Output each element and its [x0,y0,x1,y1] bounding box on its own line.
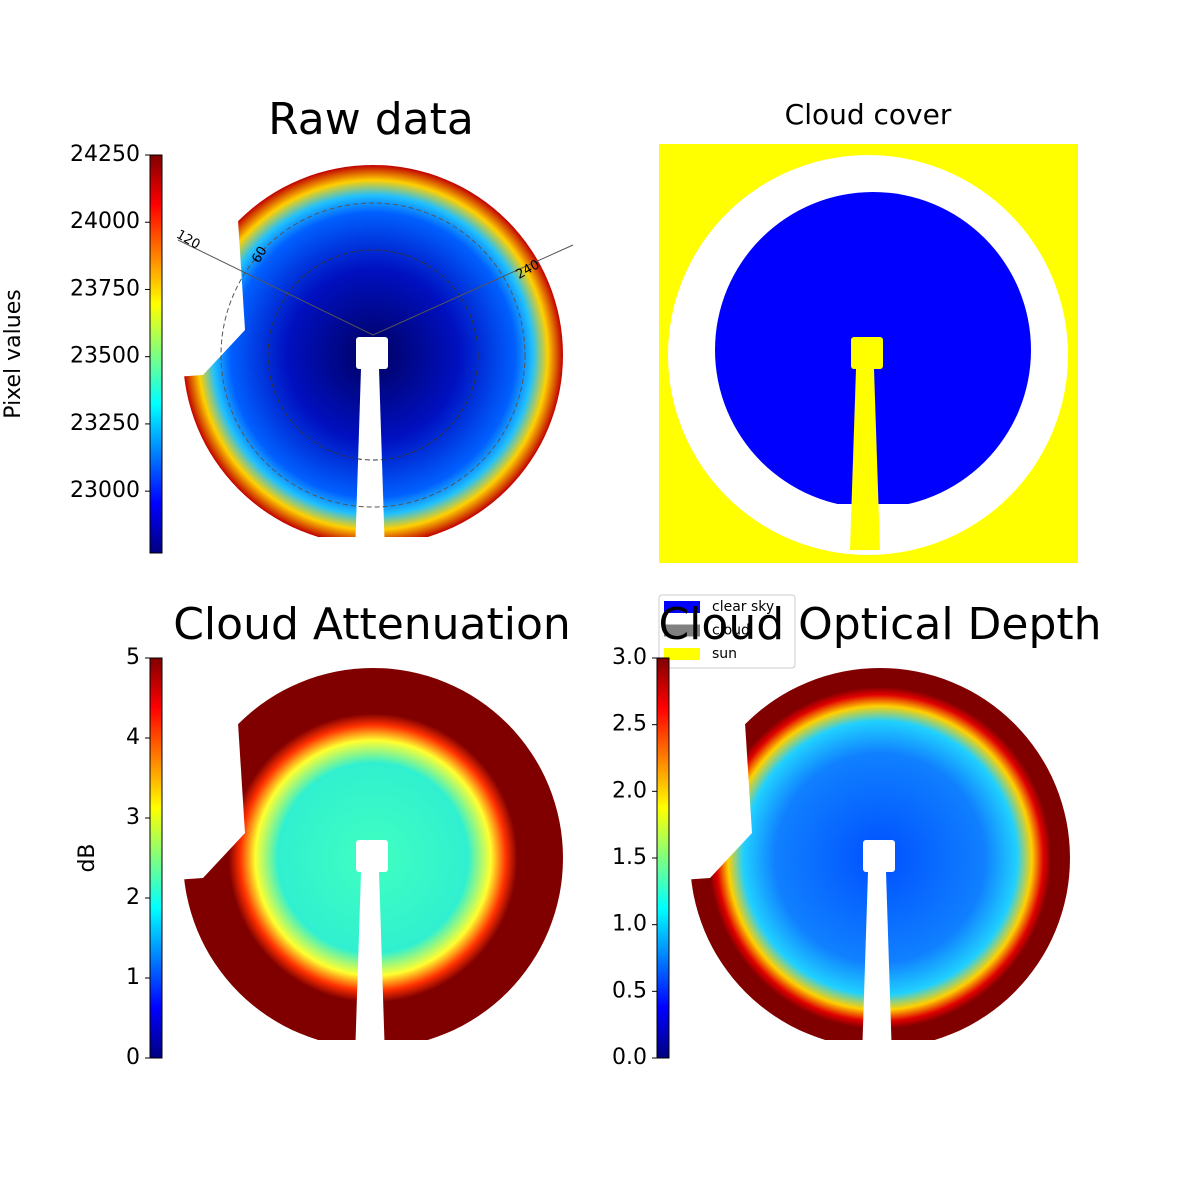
panel-title: Cloud Optical Depth [658,599,1101,650]
colorbar-tick-label: 23500 [70,344,140,369]
camera-arm [851,337,883,369]
legend-swatch [664,648,700,660]
legend-label: cloud [712,623,750,639]
colorbar-tick-label: 23250 [70,411,140,436]
sky-image [690,668,1070,1040]
colorbar-tick-label: 5 [126,645,140,670]
sky-image [183,165,563,537]
camera-arm [355,872,385,1040]
legend-swatch [664,601,700,613]
colorbar-tick-label: 1.5 [612,845,647,870]
colorbar-tick-label: 0 [126,1045,140,1070]
colorbar-tick-label: 23750 [70,276,140,301]
polar-axis [177,239,574,336]
panel-title: Raw data [268,94,474,145]
image-notch [183,710,245,880]
panel-title: Cloud cover [785,98,952,131]
image-notch [690,710,752,880]
colorbar-tick-label: 24000 [70,209,140,234]
camera-arm [355,369,385,537]
colorbar-tick-label: 0.0 [612,1045,647,1070]
colorbar [656,657,670,1059]
colorbar-tick-label: 3 [126,805,140,830]
legend-label: clear sky [712,599,774,615]
legend-swatch [664,624,700,637]
panel-title: Cloud Attenuation [173,599,571,650]
colorbar-tick-label: 23000 [70,478,140,503]
colorbar-tick-label: 2 [126,885,140,910]
polar-label: 60 [249,244,270,266]
sky-image [183,668,563,1040]
colorbar-tick-label: 0.5 [612,978,647,1003]
colorbar-tick-label: 1.0 [612,912,647,937]
colorbar [149,657,163,1059]
legend-label: sun [712,646,737,662]
colorbar-tick-label: 3.0 [612,645,647,670]
colorbar-tick-label: 2.0 [612,778,647,803]
camera-arm [850,369,880,550]
polar-ring [267,249,479,461]
colorbar-tick-label: 24250 [70,142,140,167]
camera-arm [356,337,388,369]
camera-arm [356,840,388,872]
camera-arm [863,840,895,872]
colorbar [149,154,163,554]
polar-ring [220,202,526,508]
colorbar-tick-label: 2.5 [612,712,647,737]
colorbar-tick-label: 1 [126,965,140,990]
colorbar-tick-label: 4 [126,725,140,750]
colorbar-label: Pixel values [1,289,26,418]
camera-arm [862,872,892,1040]
colorbar-label: dB [75,843,100,872]
